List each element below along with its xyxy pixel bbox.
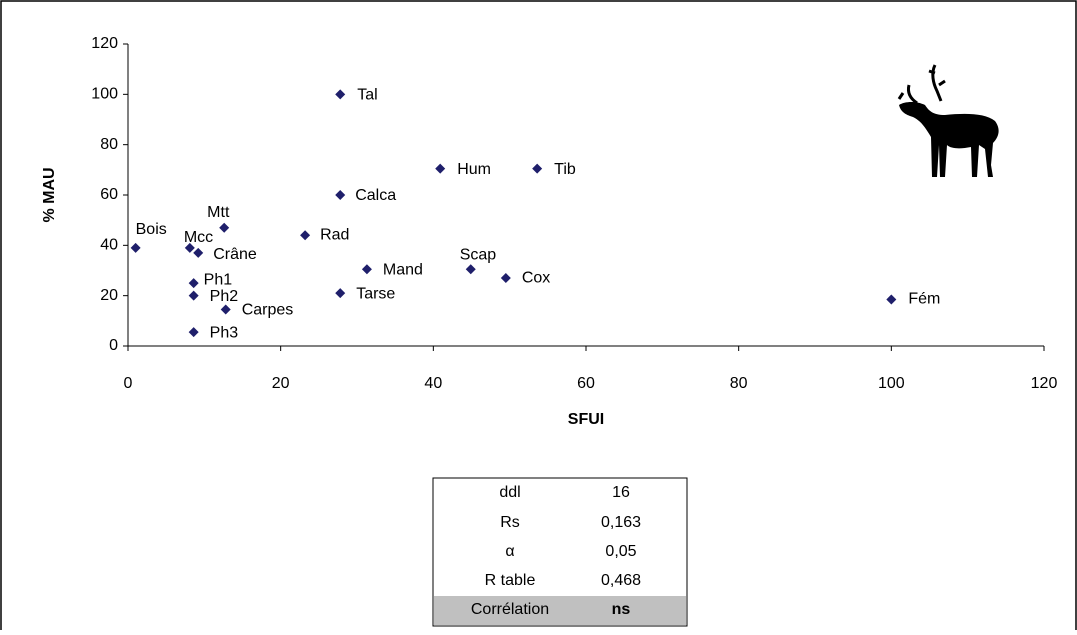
table-cell: Rs — [500, 514, 520, 531]
point — [435, 163, 446, 174]
x-tick-label: 100 — [878, 375, 905, 392]
x-tick-label: 0 — [124, 375, 133, 392]
point — [188, 278, 199, 289]
point — [532, 163, 543, 174]
table-cell: 0,468 — [601, 572, 641, 589]
y-tick-label: 0 — [109, 337, 118, 354]
point-label: Tib — [554, 161, 576, 178]
y-tick-label: 60 — [100, 186, 118, 203]
point — [193, 247, 204, 258]
point — [361, 264, 372, 275]
point — [335, 190, 346, 200]
table-cell: R table — [485, 572, 536, 589]
point-label: Mand — [383, 261, 423, 278]
y-tick-label: 80 — [100, 136, 118, 153]
point-label: Fém — [908, 291, 940, 308]
point — [188, 327, 199, 338]
point-label: Rad — [320, 226, 349, 243]
table-cell: 0,05 — [605, 543, 636, 560]
point — [335, 89, 346, 100]
point — [465, 264, 476, 275]
point-label: Hum — [457, 161, 491, 178]
point-label: Ph3 — [210, 324, 239, 341]
point — [335, 288, 346, 299]
x-tick-label: 120 — [1031, 375, 1058, 392]
table-cell: ns — [612, 601, 631, 618]
reindeer-icon — [897, 64, 999, 177]
y-tick-label: 120 — [91, 35, 118, 52]
table-cell: Corrélation — [471, 601, 549, 618]
table-cell: 16 — [612, 484, 630, 501]
y-tick-label: 40 — [100, 237, 118, 254]
stats-table: ddl 16 Rs 0,163 α 0,05 R table 0,468 Cor… — [432, 477, 688, 627]
table-cell: ddl — [499, 484, 520, 501]
point — [130, 242, 141, 253]
y-axis-title: % MAU — [41, 167, 58, 222]
point — [300, 230, 311, 241]
point-label: Calca — [355, 187, 396, 204]
point — [886, 294, 897, 305]
point-label: Ph2 — [210, 288, 239, 305]
x-tick-label: 40 — [424, 375, 442, 392]
table-cell: α — [505, 543, 514, 560]
table-cell: 0,163 — [601, 514, 641, 531]
y-tick-label: 20 — [100, 287, 118, 304]
point — [220, 304, 231, 315]
x-tick-label: 20 — [272, 375, 290, 392]
point-label: Tarse — [356, 285, 395, 302]
table-highlight-row — [434, 596, 686, 625]
y-tick-label: 100 — [91, 86, 118, 103]
point — [219, 222, 230, 233]
point-label: Tal — [357, 87, 377, 104]
point-label: Mcc — [184, 229, 213, 246]
point-label: Carpes — [242, 302, 294, 319]
x-tick-label: 80 — [730, 375, 748, 392]
point-label: Cox — [522, 269, 550, 286]
point-label: Scap — [460, 246, 497, 263]
point-label: Mtt — [207, 204, 230, 221]
x-tick-label: 60 — [577, 375, 595, 392]
x-axis-title: SFUI — [568, 411, 604, 428]
point — [500, 273, 511, 284]
point — [188, 290, 199, 301]
point — [184, 242, 195, 253]
point-label: Crâne — [213, 246, 257, 263]
point-label: Bois — [136, 221, 167, 238]
point-label: Ph1 — [204, 271, 233, 288]
